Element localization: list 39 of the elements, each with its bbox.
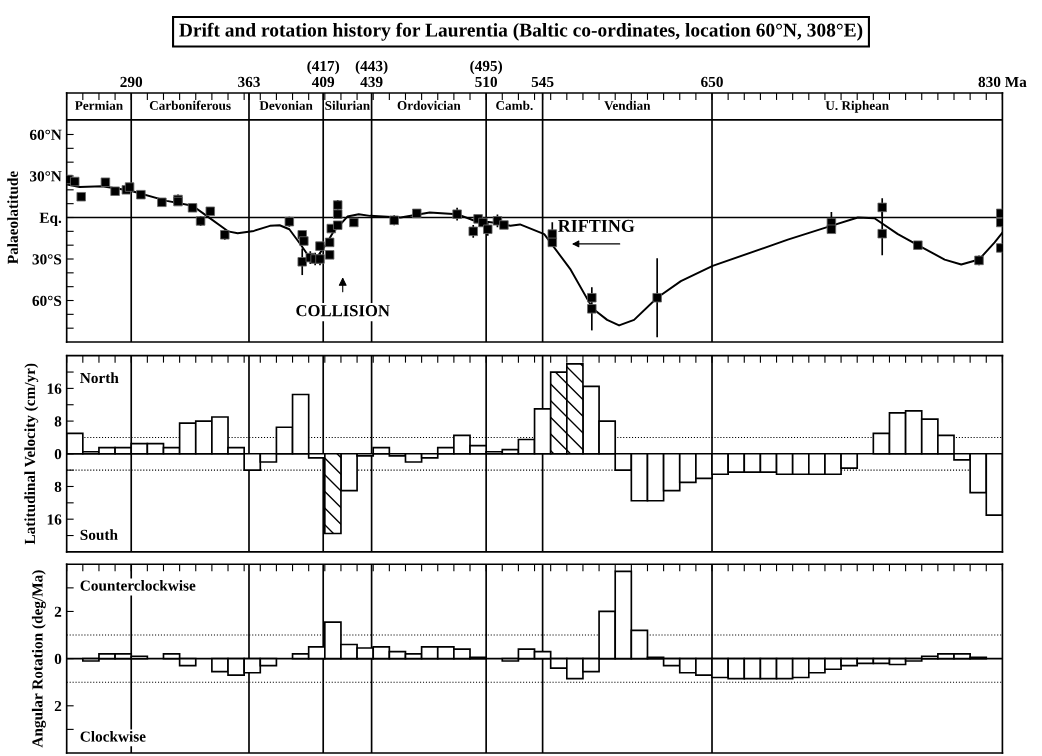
annotation: U. Riphean (825, 100, 889, 113)
y-tick-label: 0 (54, 653, 62, 665)
annotation: North (80, 372, 119, 384)
chart-title: Drift and rotation history for Laurentia (Baltic co-ordinates, location 60°N, 308°E) (179, 22, 863, 41)
y-tick-label: 0 (54, 448, 62, 460)
x-tick-label: 650 (701, 76, 723, 88)
x-tick-label: 830 Ma (978, 76, 1027, 88)
x-tick-label: 545 (531, 76, 554, 88)
x-tick-label: (443) 439 (355, 60, 388, 88)
annotation: Devonian (259, 100, 313, 110)
annotation: Silurian (325, 100, 370, 111)
y-tick-label: 60°N (29, 129, 62, 140)
annotation: South (80, 529, 118, 541)
annotation: Counterclockwise (80, 579, 196, 591)
y-tick-label: 8 (54, 416, 62, 427)
x-tick-label: (495) 510 (470, 60, 503, 88)
y-tick-label: 16 (47, 514, 62, 525)
annotation: Ordovician (397, 100, 461, 110)
y-tick-label: 60°S (32, 295, 62, 306)
y-axis-title: Angular Rotation (deg/Ma) (31, 570, 46, 748)
annotation: Camb. (496, 100, 533, 111)
y-tick-label: 16 (47, 383, 62, 394)
annotation: Permian (75, 100, 123, 110)
y-tick-label: 2 (54, 700, 62, 712)
annotation: Clockwise (80, 730, 146, 742)
y-axis-title: Palaeolatitude (7, 171, 19, 264)
y-tick-label: 2 (54, 606, 62, 617)
x-tick-label: 290 (120, 76, 143, 88)
annotation: Vendian (604, 100, 651, 111)
x-tick-label: 363 (238, 76, 260, 88)
y-tick-label: 30°S (32, 254, 62, 265)
y-tick-label: 8 (54, 481, 62, 492)
annotation: Carboniferous (149, 100, 231, 111)
x-tick-label: (417) 409 (307, 60, 340, 88)
y-tick-label: Eq. (39, 212, 62, 227)
y-tick-label: 30°N (29, 171, 62, 182)
y-axis-title: Latitudinal Velocity (cm/yr) (24, 363, 39, 545)
annotation: RIFTING (557, 219, 635, 232)
annotation: COLLISION (296, 305, 390, 317)
